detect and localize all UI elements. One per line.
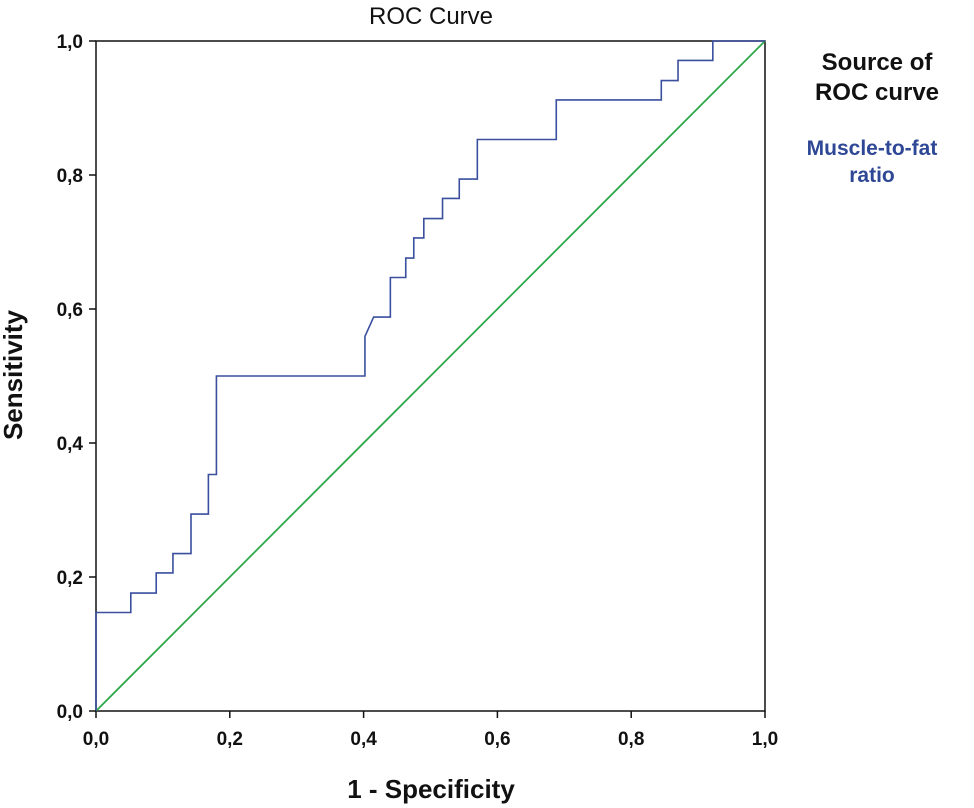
- y-tick-label: 0,2: [57, 568, 83, 589]
- y-tick-label: 1,0: [57, 32, 83, 53]
- x-tick-label: 0,4: [350, 729, 377, 750]
- legend-entry-line-2: ratio: [849, 164, 895, 187]
- y-axis-ticks: 0,0 0,2 0,4 0,6 0,8 1,0: [57, 32, 96, 723]
- x-tick-label: 0,0: [83, 729, 109, 750]
- roc-curve-series: [95, 40, 765, 711]
- legend-entry-line-1: Muscle-to-fat: [807, 137, 938, 160]
- x-tick-label: 1,0: [752, 729, 778, 750]
- plot-area: [95, 40, 766, 712]
- y-tick-label: 0,6: [57, 300, 83, 321]
- chart-title: ROC Curve: [369, 3, 493, 30]
- legend: Source of ROC curve Muscle-to-fat ratio: [807, 49, 939, 187]
- reference-line: [95, 40, 766, 712]
- y-tick-label: 0,4: [57, 434, 84, 455]
- y-tick-label: 0,8: [57, 166, 83, 187]
- legend-title-line-2: ROC curve: [815, 79, 939, 106]
- y-axis-label: Sensitivity: [0, 309, 28, 440]
- x-axis-ticks: 0,0 0,2 0,4 0,6 0,8 1,0: [83, 711, 778, 750]
- x-tick-label: 0,8: [618, 729, 644, 750]
- x-tick-label: 0,2: [217, 729, 243, 750]
- x-axis-label: 1 - Specificity: [347, 774, 515, 804]
- y-tick-label: 0,0: [57, 702, 83, 723]
- x-tick-label: 0,6: [484, 729, 510, 750]
- legend-title-line-1: Source of: [822, 49, 934, 76]
